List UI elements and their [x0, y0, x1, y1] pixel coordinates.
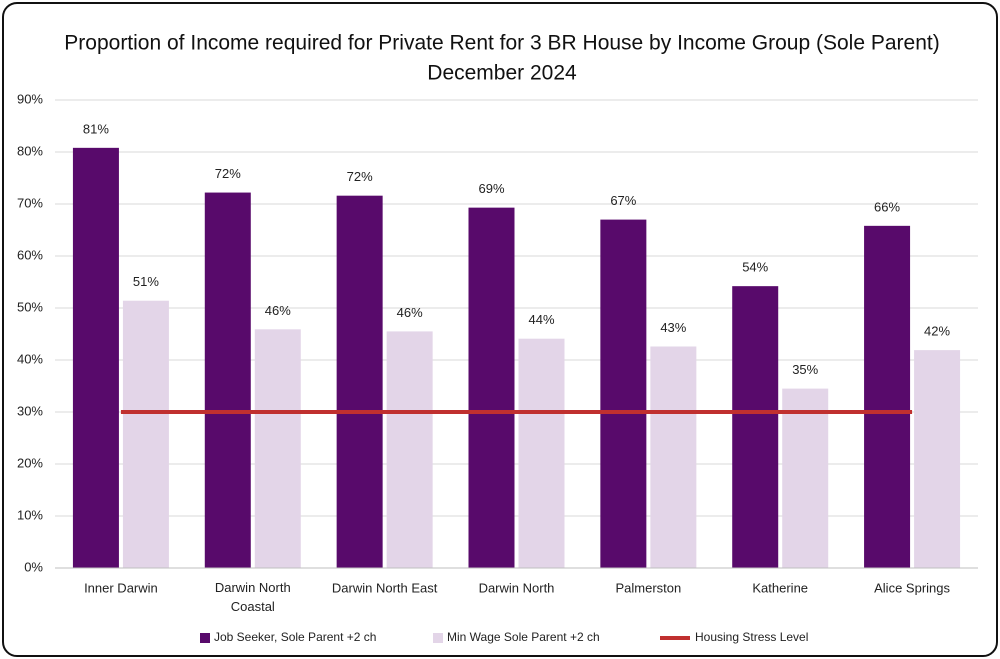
legend-label: Housing Stress Level	[695, 630, 808, 644]
data-label: 43%	[660, 320, 686, 335]
legend-swatch	[433, 633, 443, 643]
y-tick-label: 40%	[17, 351, 43, 366]
y-tick-label: 60%	[17, 247, 43, 262]
y-tick-label: 20%	[17, 455, 43, 470]
x-tick-label: Palmerston	[615, 580, 681, 595]
data-label: 46%	[397, 305, 423, 320]
data-label: 72%	[215, 166, 241, 181]
legend-label: Min Wage Sole Parent +2 ch	[447, 630, 600, 644]
data-label: 69%	[478, 181, 504, 196]
x-tick-label: Darwin North Coastal	[215, 580, 291, 614]
y-tick-label: 10%	[17, 507, 43, 522]
data-label: 46%	[265, 303, 291, 318]
data-label: 42%	[924, 324, 950, 339]
chart-title: Proportion of Income required for Privat…	[64, 32, 939, 55]
data-label: 35%	[792, 362, 818, 377]
x-tick-label: Katherine	[752, 580, 808, 595]
data-label: 44%	[528, 312, 554, 327]
bar	[336, 195, 383, 568]
x-tick-label: Darwin North	[479, 580, 555, 595]
bar	[386, 331, 433, 568]
data-label: 54%	[742, 260, 768, 275]
bar	[72, 147, 119, 568]
bar	[600, 219, 647, 568]
bar	[650, 346, 697, 568]
x-tick-label: Alice Springs	[874, 580, 950, 595]
bar	[468, 207, 515, 568]
chart-subtitle: December 2024	[427, 62, 577, 85]
bar	[732, 286, 779, 568]
bar	[254, 329, 301, 568]
legend-swatch	[200, 633, 210, 643]
data-label: 66%	[874, 199, 900, 214]
bar	[204, 192, 251, 568]
y-tick-label: 30%	[17, 403, 43, 418]
y-tick-label: 80%	[17, 143, 43, 158]
y-tick-label: 50%	[17, 299, 43, 314]
bar	[914, 350, 961, 568]
y-tick-label: 0%	[24, 559, 43, 574]
x-tick-label: Inner Darwin	[84, 580, 158, 595]
data-label: 81%	[83, 121, 109, 136]
data-label: 72%	[347, 169, 373, 184]
y-tick-label: 90%	[17, 91, 43, 106]
bar	[864, 225, 911, 568]
data-label: 67%	[610, 193, 636, 208]
bar	[782, 388, 829, 568]
bar	[518, 338, 565, 568]
y-tick-label: 70%	[17, 195, 43, 210]
x-tick-label: Darwin North East	[332, 580, 438, 595]
data-label: 51%	[133, 274, 159, 289]
legend-label: Job Seeker, Sole Parent +2 ch	[214, 630, 376, 644]
bar	[122, 300, 169, 568]
